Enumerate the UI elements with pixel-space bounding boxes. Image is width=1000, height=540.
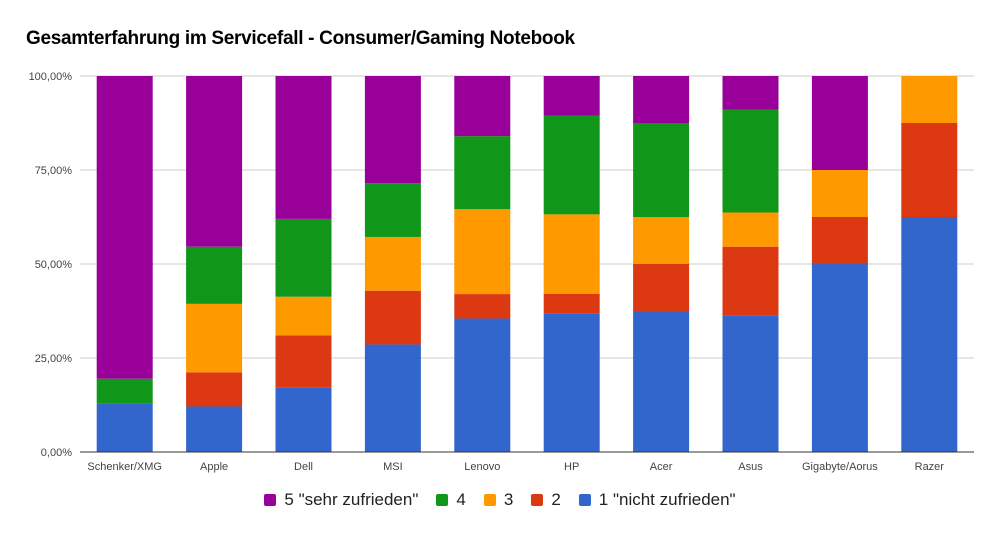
bar-segment: [275, 296, 332, 336]
x-tick-label: Apple: [200, 461, 228, 473]
bar-segment: [633, 76, 690, 123]
x-tick-label: Schenker/XMG: [87, 461, 162, 473]
legend-item: 5 "sehr zufrieden": [264, 490, 418, 510]
bar-segment: [186, 303, 243, 373]
bar-segment: [364, 76, 421, 184]
legend-item: 4: [436, 490, 466, 510]
bar-segment: [454, 136, 511, 210]
chart-legend: 5 "sehr zufrieden" 4 3 2 1 "nicht zufrieden": [0, 490, 1000, 510]
bar-segment: [454, 209, 511, 295]
bar-segment: [364, 290, 421, 345]
bar-segment: [543, 313, 600, 452]
x-tick-label: Gigabyte/Aorus: [802, 461, 878, 473]
bar-segment: [722, 246, 779, 316]
bar-segment: [454, 318, 511, 452]
bar-segment: [186, 372, 243, 407]
bar-segment: [364, 236, 421, 291]
bar-segment: [96, 76, 153, 379]
bar-segment: [633, 217, 690, 264]
legend-swatch: [578, 494, 591, 506]
y-tick-label: 0,00%: [41, 447, 72, 459]
bar-segment: [722, 109, 779, 213]
bar-segment: [186, 246, 243, 304]
legend-swatch: [531, 494, 544, 506]
bar-segment: [96, 378, 153, 404]
x-tick-label: MSI: [383, 461, 403, 473]
bar-segment: [722, 212, 779, 247]
x-tick-label: Lenovo: [464, 461, 500, 473]
bar-segment: [275, 218, 332, 297]
bar-segment: [364, 344, 421, 452]
bar-segment: [901, 217, 958, 452]
bar-segment: [633, 264, 690, 311]
bar-segment: [275, 335, 332, 388]
legend-swatch: [436, 494, 449, 506]
bar-segment: [275, 76, 332, 219]
bar-segment: [543, 76, 600, 116]
legend-swatch: [264, 494, 277, 506]
y-tick-label: 75,00%: [35, 165, 73, 177]
y-tick-label: 25,00%: [35, 353, 73, 365]
bar-segment: [633, 123, 690, 217]
x-tick-label: Acer: [650, 461, 673, 473]
legend-item: 3: [483, 490, 514, 510]
bar-segment: [275, 387, 332, 452]
x-tick-label: HP: [564, 461, 579, 473]
legend-label: 3: [503, 490, 514, 509]
x-tick-label: Dell: [294, 461, 313, 473]
bar-segment: [633, 311, 690, 452]
legend-label: 5 "sehr zufrieden": [284, 490, 419, 509]
bar-segment: [543, 293, 600, 314]
chart-title: Gesamterfahrung im Servicefall - Consume…: [26, 28, 575, 49]
legend-label: 2: [551, 490, 561, 509]
bar-segment: [901, 76, 958, 123]
bar-segment: [811, 170, 868, 217]
bar-segment: [96, 403, 153, 452]
bar-segment: [811, 76, 868, 170]
bar-segment: [811, 217, 868, 264]
bar-segment: [454, 294, 511, 319]
y-tick-label: 50,00%: [35, 259, 73, 271]
legend-swatch: [483, 494, 496, 506]
bar-segment: [722, 315, 779, 452]
bar-segment: [811, 264, 868, 452]
bar-segment: [186, 76, 243, 247]
legend-item: 2: [531, 490, 561, 510]
y-tick-label: 100,00%: [29, 71, 73, 83]
bar-segment: [543, 115, 600, 215]
bar-segment: [186, 406, 243, 452]
bar-segment: [722, 76, 779, 110]
bar-segment: [454, 76, 511, 137]
legend-item: 1 "nicht zufrieden": [578, 490, 736, 510]
x-tick-label: Asus: [738, 461, 763, 473]
bar-segment: [364, 183, 421, 237]
x-tick-label: Razer: [915, 461, 945, 473]
legend-label: 4: [456, 490, 466, 509]
bar-segment: [543, 214, 600, 294]
legend-label: 1 "nicht zufrieden": [598, 490, 736, 509]
bar-segment: [901, 123, 958, 217]
